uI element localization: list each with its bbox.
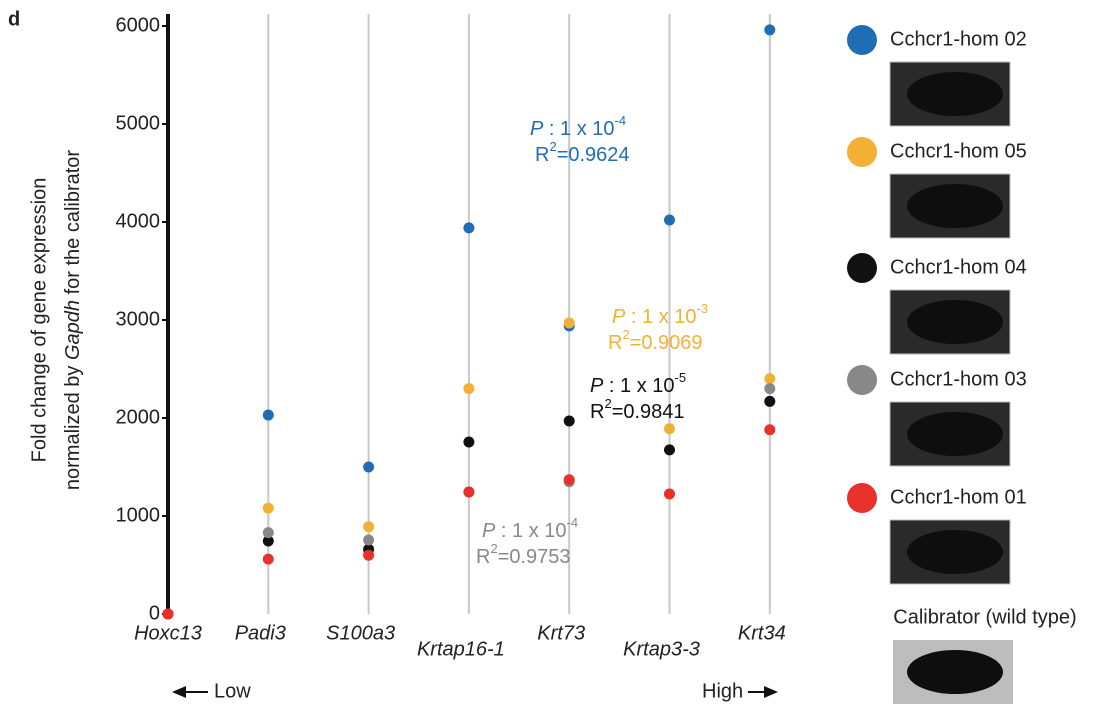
- data-point: [263, 503, 274, 514]
- p-exp: -4: [615, 113, 627, 128]
- y-tick-label: 4000: [116, 210, 161, 232]
- p-exp: -4: [567, 515, 579, 530]
- x-tick-label: Krtap3-3: [623, 638, 700, 660]
- data-point: [263, 527, 274, 538]
- y-tick-label: 1000: [116, 504, 161, 526]
- annotation-r2: R2=0.9841: [590, 396, 685, 423]
- high-arrow: High: [702, 680, 778, 702]
- annotation-p: P : 1 x 10-5: [590, 370, 686, 397]
- legend-marker: [847, 25, 877, 55]
- high-label: High: [702, 680, 743, 702]
- data-point: [764, 373, 775, 384]
- x-tick-label: Padi3: [235, 622, 286, 644]
- mouse-body: [907, 650, 1003, 694]
- data-point: [363, 550, 374, 561]
- y-axis-title-part: Gapdh: [62, 300, 84, 360]
- legend-marker: [847, 137, 877, 167]
- data-point: [564, 317, 575, 328]
- legend-label: Cchcr1-hom 02: [890, 28, 1027, 50]
- p-text: : 1 x 10: [625, 306, 696, 328]
- p-text: : 1 x 10: [495, 520, 566, 542]
- p-symbol: P: [590, 375, 604, 397]
- legend-marker: [847, 483, 877, 513]
- annotation-r2: R2=0.9753: [476, 541, 571, 568]
- r-exp: 2: [604, 396, 611, 411]
- annotation-r2: R2=0.9624: [535, 139, 630, 166]
- legend-marker: [847, 365, 877, 395]
- x-tick-label: Krt73: [537, 622, 585, 644]
- low-label: Low: [214, 680, 251, 702]
- annotation-p: P : 1 x 10-3: [612, 301, 708, 328]
- mouse-body: [907, 184, 1003, 228]
- legend-label: Cchcr1-hom 03: [890, 368, 1027, 390]
- data-point: [664, 444, 675, 455]
- panel-letter: d: [8, 8, 20, 30]
- p-symbol: P: [530, 118, 544, 140]
- mouse-body: [907, 530, 1003, 574]
- annotation-r2: R2=0.9069: [608, 327, 703, 354]
- r-text: =0.9753: [498, 546, 571, 568]
- p-symbol: P: [612, 306, 626, 328]
- annotation-p: P : 1 x 10-4: [482, 515, 578, 542]
- mouse-body: [907, 300, 1003, 344]
- calibrator-label: Calibrator (wild type): [893, 606, 1076, 628]
- data-point: [564, 415, 575, 426]
- data-point: [463, 222, 474, 233]
- r-symbol: R: [535, 144, 549, 166]
- y-tick-label: 6000: [116, 14, 161, 36]
- y-axis-title-part: normalized by: [62, 360, 84, 490]
- data-point: [664, 215, 675, 226]
- data-point: [363, 521, 374, 532]
- y-axis-title-part: for the calibrator: [62, 150, 84, 300]
- y-tick-label: 5000: [116, 112, 161, 134]
- low-arrow: Low: [172, 680, 251, 702]
- data-point: [363, 535, 374, 546]
- x-tick-label: S100a3: [326, 622, 395, 644]
- y-axis-title: normalized by Gapdh for the calibrator: [62, 150, 84, 491]
- data-point: [764, 424, 775, 435]
- figure: d Fold change of gene expression normali…: [0, 0, 1105, 712]
- data-point: [263, 410, 274, 421]
- mouse-body: [907, 412, 1003, 456]
- data-point: [263, 554, 274, 565]
- data-point: [463, 486, 474, 497]
- y-tick-label: 3000: [116, 308, 161, 330]
- r-exp: 2: [549, 139, 556, 154]
- legend-label: Cchcr1-hom 01: [890, 486, 1027, 508]
- data-point: [363, 462, 374, 473]
- data-point: [764, 383, 775, 394]
- r-symbol: R: [608, 332, 622, 354]
- p-symbol: P: [482, 520, 496, 542]
- data-point: [764, 396, 775, 407]
- p-exp: -3: [697, 301, 709, 316]
- r-exp: 2: [622, 327, 629, 342]
- r-symbol: R: [590, 401, 604, 423]
- legend-marker: [847, 253, 877, 283]
- x-tick-label: Krt34: [738, 622, 786, 644]
- r-text: =0.9841: [612, 401, 685, 423]
- p-exp: -5: [675, 370, 687, 385]
- data-point: [163, 609, 174, 620]
- p-text: : 1 x 10: [543, 118, 614, 140]
- legend-label: Cchcr1-hom 05: [890, 140, 1027, 162]
- data-point: [564, 474, 575, 485]
- data-point: [664, 423, 675, 434]
- y-tick-label: 0: [149, 602, 160, 624]
- data-point: [764, 24, 775, 35]
- r-exp: 2: [490, 541, 497, 556]
- data-point: [664, 488, 675, 499]
- r-symbol: R: [476, 546, 490, 568]
- x-tick-label: Krtap16-1: [417, 638, 505, 660]
- x-tick-label: Hoxc13: [134, 622, 202, 644]
- p-text: : 1 x 10: [603, 375, 674, 397]
- annotation-p: P : 1 x 10-4: [530, 113, 626, 140]
- y-tick-label: 2000: [116, 406, 161, 428]
- legend-label: Cchcr1-hom 04: [890, 256, 1027, 278]
- r-text: =0.9624: [557, 144, 630, 166]
- mouse-body: [907, 72, 1003, 116]
- r-text: =0.9069: [630, 332, 703, 354]
- data-point: [463, 437, 474, 448]
- data-point: [463, 383, 474, 394]
- y-axis-title: Fold change of gene expression: [28, 178, 50, 463]
